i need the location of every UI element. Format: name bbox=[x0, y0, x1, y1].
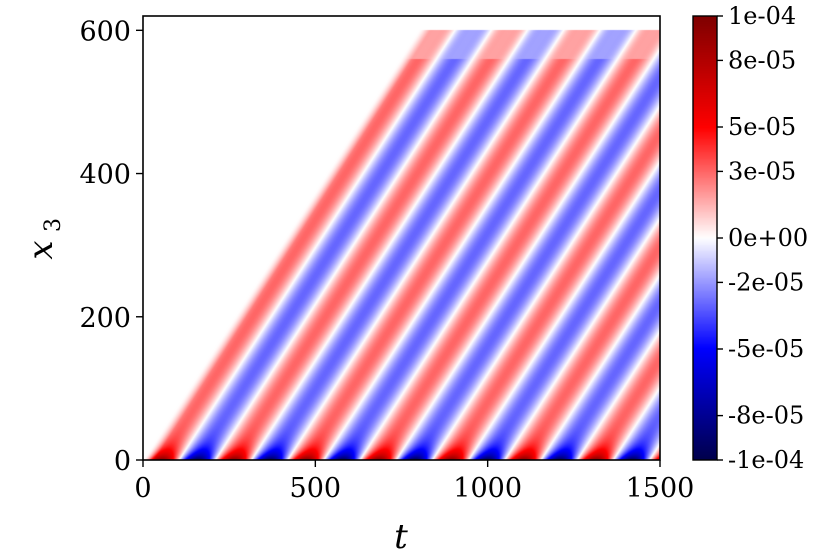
heatmap-raster bbox=[143, 16, 660, 460]
y-axis-label: x 3 bbox=[21, 218, 66, 260]
colorbar-tick-label: 3e-05 bbox=[728, 157, 796, 185]
x-axis-ticks: 0 500 1000 1500 bbox=[134, 460, 694, 504]
colorbar-ticks: 1e-04 8e-05 5e-05 3e-05 0e+00 -2e-05 -5e-05 -8e… bbox=[717, 2, 808, 474]
x-tick-label: 500 bbox=[290, 473, 342, 504]
y-axis-ticks: 0 200 400 600 bbox=[79, 16, 143, 477]
colorbar-tick-label: 0e+00 bbox=[728, 224, 808, 252]
colorbar-tick-label: 5e-05 bbox=[728, 113, 796, 141]
y-axis-label-subscript: 3 bbox=[41, 218, 66, 232]
colorbar: 1e-04 8e-05 5e-05 3e-05 0e+00 -2e-05 -5e-05 -8e… bbox=[692, 2, 808, 474]
colorbar-tick-label: 8e-05 bbox=[728, 46, 796, 74]
colorbar-gradient bbox=[693, 16, 717, 460]
colorbar-tick-label: -5e-05 bbox=[728, 335, 804, 363]
x-tick-label: 1500 bbox=[626, 473, 695, 504]
x-axis-label: t bbox=[394, 517, 408, 554]
colorbar-tick-label: -1e-04 bbox=[728, 446, 804, 474]
colorbar-tick-label: -8e-05 bbox=[728, 402, 804, 430]
x-tick-label: 0 bbox=[134, 473, 151, 504]
x-tick-label: 1000 bbox=[453, 473, 522, 504]
plot-frame bbox=[142, 15, 661, 461]
y-tick-label: 400 bbox=[79, 160, 131, 191]
y-axis-label-main: x bbox=[21, 240, 61, 259]
y-tick-label: 200 bbox=[79, 303, 131, 334]
heatmap-plot-area bbox=[142, 15, 661, 461]
y-tick-label: 0 bbox=[114, 446, 131, 477]
colorbar-tick-label: -2e-05 bbox=[728, 268, 804, 296]
y-tick-label: 600 bbox=[79, 16, 131, 47]
colorbar-tick-label: 1e-04 bbox=[728, 2, 796, 30]
